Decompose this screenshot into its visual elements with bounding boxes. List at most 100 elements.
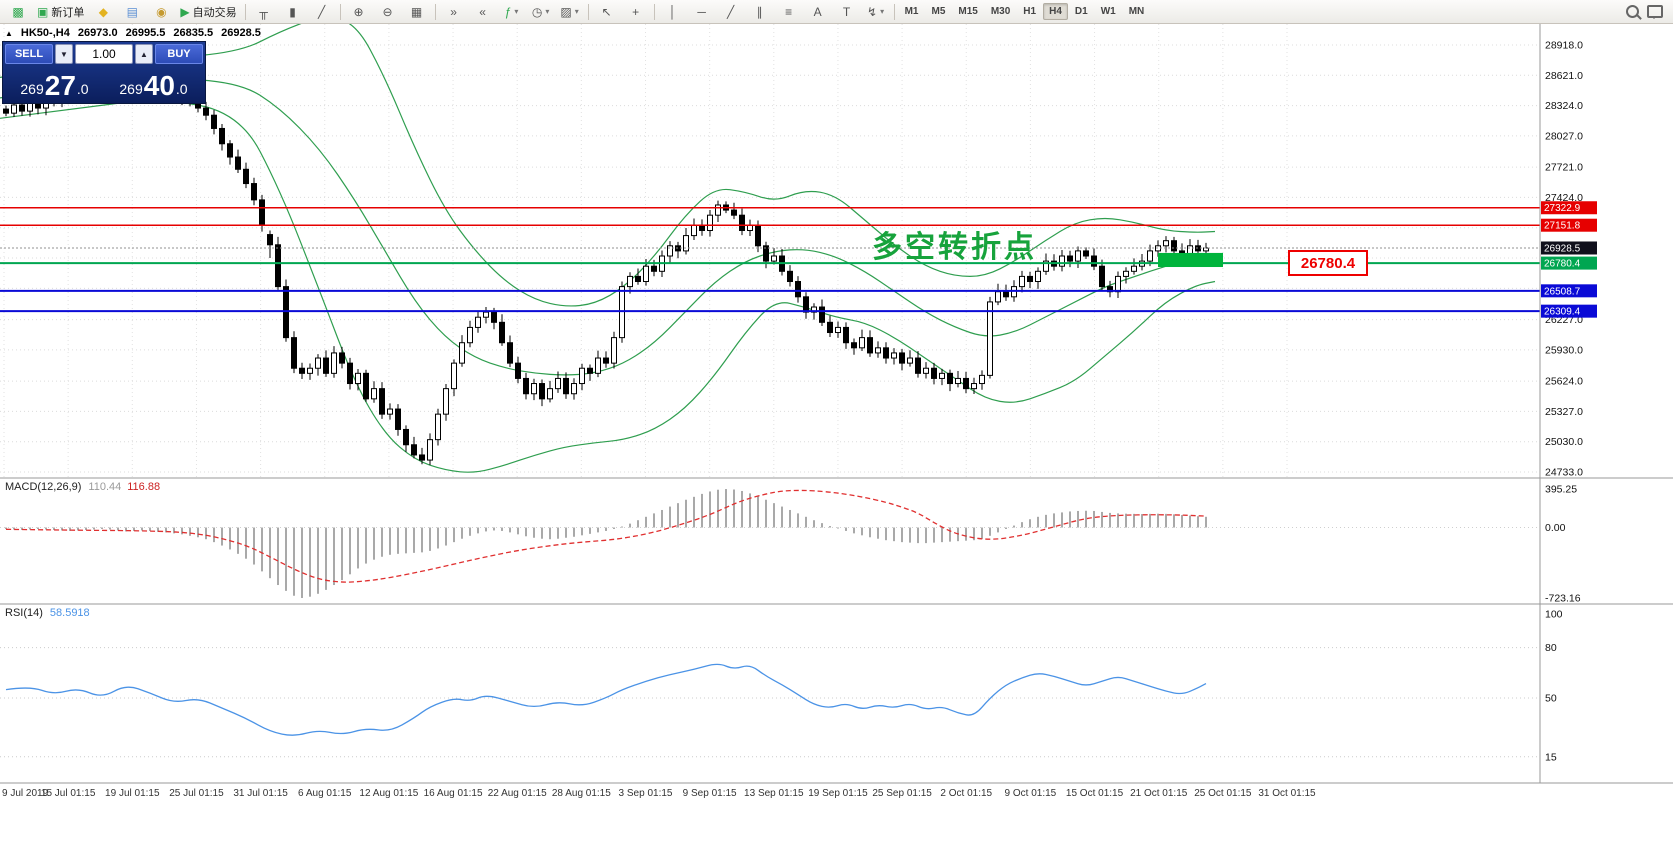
buy-price[interactable]: 269 40 .0: [104, 66, 203, 102]
svg-text:26780.4: 26780.4: [1544, 259, 1581, 270]
autotrading-button[interactable]: ▶ 自动交易: [176, 1, 240, 23]
y-axis-label: 28324.0: [1545, 100, 1583, 112]
equidistant-channel-icon[interactable]: ∥: [746, 1, 774, 23]
timeframe-H1[interactable]: H1: [1023, 6, 1037, 17]
toolbar-separator: [244, 3, 246, 20]
horizontal-line-icon[interactable]: ─: [688, 1, 716, 23]
collapse-panel-arrow[interactable]: ▲: [5, 28, 13, 38]
mql5-community-icon[interactable]: ◉: [147, 1, 175, 23]
sell-price[interactable]: 269 27 .0: [5, 66, 104, 102]
rsi-title: RSI(14): [5, 607, 43, 619]
y-axis-label: 28027.0: [1545, 130, 1583, 142]
volume-decrease-button[interactable]: ▼: [55, 44, 73, 64]
price-tag-27322.9: 27322.9: [1541, 201, 1597, 215]
macd-histogram: [5, 489, 1207, 598]
zoom-out-icon[interactable]: ⊖: [374, 1, 402, 23]
y-axis: 28918.0 28621.0 28324.0 28027.0 27721.0 27424…: [1541, 40, 1597, 479]
new-order-button[interactable]: ▣ 新订单: [33, 1, 88, 23]
timeframe-H4[interactable]: H4: [1043, 3, 1068, 20]
price-callout-box[interactable]: 26780.4: [1288, 250, 1368, 276]
tile-windows-icon[interactable]: ▦: [403, 1, 431, 23]
indicators-icon[interactable]: ƒ ▾: [498, 1, 526, 23]
app-icon: ▩: [4, 1, 32, 23]
timeframe-W1[interactable]: W1: [1100, 6, 1116, 17]
candlestick-chart-icon[interactable]: ▮: [279, 1, 307, 23]
rsi-scale-label: 80: [1545, 642, 1557, 654]
text-label-icon[interactable]: T: [833, 1, 861, 23]
line-chart-icon-glyph: ╱: [317, 4, 326, 19]
auto-scroll-icon[interactable]: »: [440, 1, 468, 23]
buy-button[interactable]: BUY: [155, 44, 203, 64]
svg-text:26508.7: 26508.7: [1544, 286, 1581, 297]
symbol-ohlc-header: ▲ HK50-,H4 26973.0 26995.5 26835.5 26928…: [5, 27, 261, 39]
trend-annotation-text[interactable]: 多空转折点: [872, 231, 1037, 264]
x-axis-label: 2 Oct 01:15: [940, 788, 992, 799]
x-axis-label: 19 Jul 01:15: [105, 788, 160, 799]
x-axis-label: 28 Aug 01:15: [552, 788, 611, 799]
timeframe-MN[interactable]: MN: [1128, 6, 1145, 17]
autotrading-button-glyph: ▶: [180, 4, 190, 19]
arrows-icon-glyph: ↯: [867, 4, 878, 19]
macd-signal-line: [5, 489, 1207, 583]
x-axis-label: 31 Jul 01:15: [233, 788, 288, 799]
one-click-trading-panel: SELL ▼ ▲ BUY 269 27 .0 269 40 .0: [2, 41, 206, 104]
macd-scale-label: 395.25: [1545, 484, 1577, 496]
buy-price-prefix: 269: [119, 81, 143, 98]
svg-text:27322.9: 27322.9: [1544, 203, 1581, 214]
dropdown-arrow-icon: ▾: [514, 7, 519, 16]
trendline-icon[interactable]: ╱: [717, 1, 745, 23]
app-icon-glyph: ▩: [12, 4, 24, 19]
fibonacci-icon[interactable]: ≡: [775, 1, 803, 23]
rsi-indicator-label: RSI(14) 58.5918: [5, 607, 90, 619]
chat-icon[interactable]: [1647, 5, 1663, 19]
macd-title: MACD(12,26,9): [5, 481, 82, 493]
chart-shift-icon[interactable]: «: [469, 1, 497, 23]
timeframe-M15[interactable]: M15: [958, 6, 978, 17]
bollinger-upper-line: [0, 24, 1216, 307]
x-axis-label: 31 Oct 01:15: [1258, 788, 1316, 799]
timeframe-M1[interactable]: M1: [904, 6, 919, 17]
cursor-icon[interactable]: ↖: [593, 1, 621, 23]
search-icon[interactable]: [1626, 5, 1639, 18]
sell-button[interactable]: SELL: [5, 44, 53, 64]
rsi-scale-label: 50: [1545, 693, 1557, 705]
x-axis-label: 16 Aug 01:15: [424, 788, 483, 799]
volume-increase-button[interactable]: ▲: [135, 44, 153, 64]
svg-text:27151.8: 27151.8: [1544, 221, 1581, 232]
vertical-line-icon[interactable]: │: [659, 1, 687, 23]
charts-community-icon[interactable]: ▤: [118, 1, 146, 23]
bollinger-middle-line: [0, 78, 1216, 376]
arrows-icon[interactable]: ↯ ▾: [862, 1, 890, 23]
volume-input[interactable]: [75, 44, 133, 64]
fibonacci-icon-glyph: ≡: [785, 4, 793, 19]
trade-panel-prices: 269 27 .0 269 40 .0: [5, 66, 203, 102]
bar-chart-icon[interactable]: ╥: [250, 1, 278, 23]
timeframe-M30[interactable]: M30: [990, 6, 1011, 17]
timeframe-M5[interactable]: M5: [931, 6, 946, 17]
highlight-rectangle-object[interactable]: [1158, 252, 1223, 268]
text-icon[interactable]: A: [804, 1, 832, 23]
snapshot-icon[interactable]: ◆: [89, 1, 117, 23]
zoom-in-icon[interactable]: ⊕: [345, 1, 373, 23]
price-tag-26309.4: 26309.4: [1541, 304, 1597, 318]
text-label-icon-glyph: T: [842, 4, 851, 19]
templates-icon[interactable]: ▨ ▾: [556, 1, 584, 23]
toolbar-items: ▩ ▣ 新订单 ◆ ▤ ◉ ▶ 自动交易 ╥ ▮ ╱ ⊕ ⊖ ▦» «ƒ ▾ ◷ ▾ ▨ ▾ ↖ + │ ─ ╱ ∥ ≡ A T ↯ ▾ M1…: [4, 1, 1150, 23]
trade-panel-controls: SELL ▼ ▲ BUY: [5, 44, 203, 64]
indicators-icon-glyph: ƒ: [504, 4, 512, 19]
timeframe-D1[interactable]: D1: [1074, 6, 1088, 17]
crosshair-icon[interactable]: +: [622, 1, 650, 23]
mql5-community-icon-glyph: ◉: [156, 4, 167, 19]
y-axis-label: 25327.0: [1545, 406, 1583, 418]
periods-icon[interactable]: ◷ ▾: [527, 1, 555, 23]
equidistant-channel-icon-glyph: ∥: [756, 4, 763, 19]
zoom-in-icon-glyph: ⊕: [353, 4, 364, 19]
line-chart-icon[interactable]: ╱: [308, 1, 336, 23]
x-axis-label: 9 Sep 01:15: [683, 788, 737, 799]
vertical-line-icon-glyph: │: [668, 4, 677, 19]
chart-shift-icon-glyph: «: [479, 4, 486, 19]
text-icon-glyph: A: [813, 4, 822, 19]
toolbar-separator: [434, 3, 436, 20]
